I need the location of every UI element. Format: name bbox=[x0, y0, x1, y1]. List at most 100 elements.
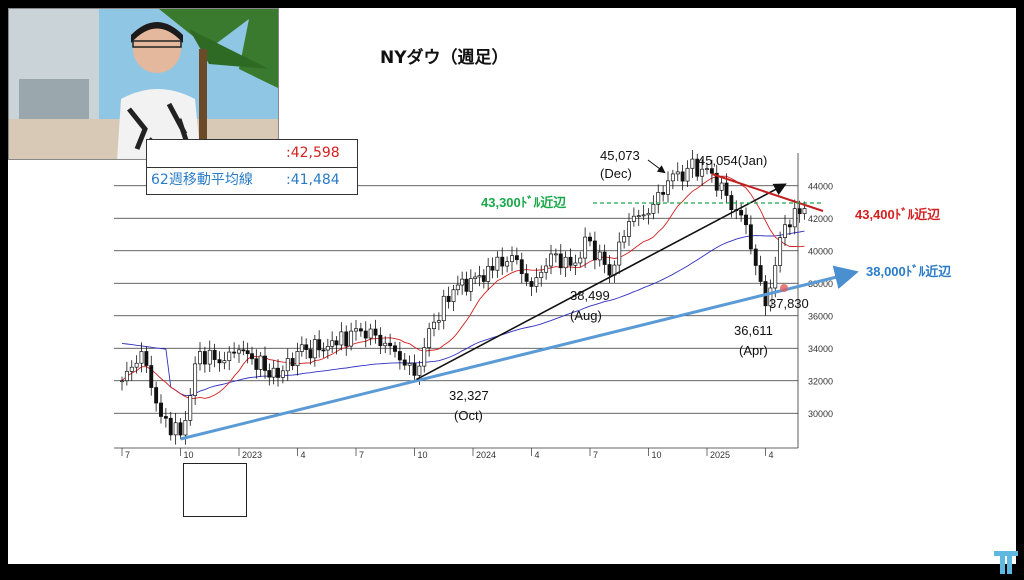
candle-body bbox=[680, 171, 685, 182]
candle-body bbox=[651, 203, 656, 214]
x-axis: 7 10 2023 4 7 10 2024 4 7 10 2025 4 bbox=[114, 447, 798, 460]
x-tick-label: 7 bbox=[125, 450, 130, 460]
candle-body bbox=[802, 208, 807, 215]
oct-2022-low-box bbox=[183, 463, 247, 517]
gridlines bbox=[114, 185, 798, 414]
candle-body bbox=[188, 395, 193, 421]
slide: NYダウ（週足） 30000 32000 34000 36000 38000 40000 4… bbox=[8, 8, 1018, 574]
candle-body bbox=[744, 214, 748, 226]
candle-body bbox=[427, 328, 432, 348]
candle-body bbox=[227, 351, 232, 362]
candle-body bbox=[468, 278, 473, 292]
dec-arrow bbox=[647, 159, 666, 174]
label-aug-low: 38,499 bbox=[570, 288, 610, 303]
candle-body bbox=[358, 328, 363, 332]
candle-body bbox=[383, 342, 388, 347]
candle-body bbox=[349, 330, 354, 347]
candle-body bbox=[222, 360, 227, 364]
candle-body bbox=[378, 334, 383, 347]
candle-body bbox=[758, 265, 763, 282]
candle-body bbox=[797, 208, 802, 215]
candle-body bbox=[773, 265, 778, 289]
candle-body bbox=[578, 257, 583, 264]
candle-body bbox=[217, 359, 222, 364]
candle-body bbox=[675, 171, 680, 175]
candle-body bbox=[144, 351, 149, 366]
candle-body bbox=[602, 251, 607, 265]
candle-body bbox=[490, 265, 495, 271]
x-tick-label: 10 bbox=[652, 450, 662, 460]
candle-body bbox=[539, 271, 544, 279]
candle-body bbox=[588, 236, 592, 242]
candle-body bbox=[295, 351, 300, 367]
candle-body bbox=[198, 351, 202, 365]
candle-body bbox=[178, 422, 183, 436]
x-tick-label: 2023 bbox=[242, 450, 262, 460]
candle-body bbox=[193, 363, 198, 396]
candle-body bbox=[524, 273, 529, 282]
resistance-trendline-red bbox=[711, 173, 824, 212]
candle-body bbox=[299, 344, 304, 352]
candle-body bbox=[573, 262, 578, 266]
candle-body bbox=[149, 365, 154, 388]
candle-body bbox=[607, 264, 612, 276]
candle-body bbox=[656, 192, 661, 205]
candle-body bbox=[553, 253, 558, 256]
ma-62-value: :41,484 bbox=[286, 172, 340, 188]
candle-body bbox=[481, 275, 486, 282]
candle-body bbox=[529, 281, 534, 287]
candle-body bbox=[617, 241, 622, 266]
candle-body bbox=[124, 371, 129, 382]
label-oct-2023-sub: (Oct) bbox=[454, 408, 483, 423]
cursor-marker bbox=[780, 284, 788, 292]
candle-body bbox=[441, 295, 446, 322]
ma-short-line bbox=[121, 175, 805, 400]
ma-62-path bbox=[121, 230, 805, 397]
label-37830: 37,830 bbox=[769, 296, 809, 311]
candle-body bbox=[690, 158, 695, 169]
label-oct-2023: 32,327 bbox=[449, 388, 489, 403]
candle-body bbox=[700, 168, 705, 177]
y-tick-label: 42000 bbox=[808, 214, 833, 224]
candle-body bbox=[250, 353, 254, 360]
presenter-image bbox=[9, 9, 278, 159]
candle-body bbox=[154, 387, 159, 404]
candle-body bbox=[477, 275, 482, 278]
candle-body bbox=[339, 331, 344, 346]
x-tick-label: 7 bbox=[593, 450, 598, 460]
x-tick-label: 4 bbox=[301, 450, 306, 460]
candle-body bbox=[568, 256, 573, 266]
candle-body bbox=[592, 240, 597, 261]
candle-body bbox=[368, 328, 373, 339]
t-logo-icon bbox=[994, 551, 1018, 574]
y-tick-label: 30000 bbox=[808, 409, 833, 419]
label-apr-low-sub: (Apr) bbox=[739, 343, 768, 358]
candle-body bbox=[280, 370, 285, 378]
candle-body bbox=[792, 208, 797, 228]
ma-short-path bbox=[121, 175, 805, 400]
ma-62-line bbox=[121, 230, 805, 397]
candle-body bbox=[402, 359, 407, 366]
candle-body bbox=[739, 210, 744, 216]
x-tick-label: 2025 bbox=[710, 450, 730, 460]
candle-body bbox=[354, 328, 358, 332]
candle-body bbox=[393, 345, 397, 352]
candle-body bbox=[705, 168, 709, 170]
candle-body bbox=[486, 265, 491, 282]
candle-body bbox=[519, 259, 524, 275]
candle-body bbox=[321, 349, 326, 352]
candle-body bbox=[558, 253, 563, 269]
candle-body bbox=[685, 167, 690, 182]
presenter-video bbox=[8, 8, 279, 160]
candle-body bbox=[495, 256, 500, 271]
candle-body bbox=[159, 402, 163, 417]
candle-body bbox=[464, 278, 469, 292]
candle-body bbox=[510, 255, 514, 263]
candle-body bbox=[258, 355, 263, 370]
candle-body bbox=[432, 321, 436, 330]
candle-body bbox=[627, 221, 631, 237]
candle-body bbox=[455, 284, 460, 291]
candle-body bbox=[709, 168, 714, 174]
candle-body bbox=[514, 255, 519, 261]
candle-body bbox=[334, 340, 339, 346]
